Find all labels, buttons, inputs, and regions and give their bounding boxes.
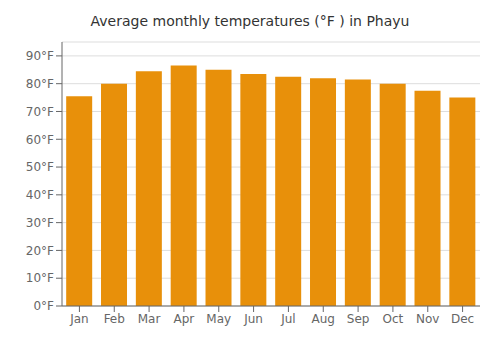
svg-text:Aug: Aug: [312, 312, 335, 326]
svg-text:Apr: Apr: [174, 312, 195, 326]
svg-text:50°F: 50°F: [26, 160, 54, 174]
svg-text:Jun: Jun: [243, 312, 263, 326]
svg-text:Mar: Mar: [138, 312, 161, 326]
svg-text:30°F: 30°F: [26, 216, 54, 230]
svg-text:Nov: Nov: [416, 312, 439, 326]
svg-text:20°F: 20°F: [26, 244, 54, 258]
svg-text:40°F: 40°F: [26, 188, 54, 202]
svg-text:May: May: [206, 312, 231, 326]
svg-text:10°F: 10°F: [26, 271, 54, 285]
svg-text:0°F: 0°F: [33, 299, 54, 313]
svg-text:60°F: 60°F: [26, 133, 54, 147]
svg-text:Sep: Sep: [347, 312, 370, 326]
html-text:Average monthly temperatures (: Average monthly temperatures (°F ) in Ph…: [90, 13, 410, 29]
svg-text:Oct: Oct: [383, 312, 404, 326]
svg-text:90°F: 90°F: [26, 49, 54, 63]
svg-text:Jan: Jan: [69, 312, 89, 326]
svg-text:Feb: Feb: [104, 312, 125, 326]
svg-text:80°F: 80°F: [26, 77, 54, 91]
svg-text:Jul: Jul: [280, 312, 295, 326]
svg-text:70°F: 70°F: [26, 105, 54, 119]
svg-text:Dec: Dec: [451, 312, 474, 326]
